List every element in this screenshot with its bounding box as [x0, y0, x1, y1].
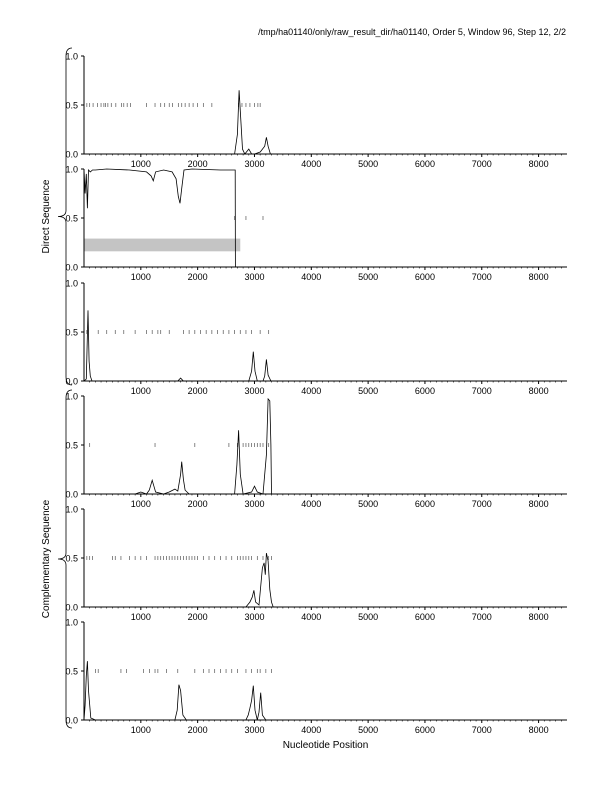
x-tick-label: 4000 — [301, 725, 321, 735]
y-tick-label: 1.0 — [65, 618, 78, 628]
x-axis-title: Nucleotide Position — [283, 740, 369, 751]
x-tick-label: 6000 — [415, 612, 435, 622]
x-tick-label: 4000 — [301, 499, 321, 509]
y-tick-label: 0.5 — [65, 101, 78, 111]
x-tick-label: 2000 — [188, 159, 208, 169]
x-tick-label: 4000 — [301, 272, 321, 282]
x-tick-label: 8000 — [529, 386, 549, 396]
series-line — [83, 661, 567, 721]
x-tick-label: 6000 — [415, 159, 435, 169]
x-tick-label: 3000 — [244, 159, 264, 169]
x-tick-label: 7000 — [472, 159, 492, 169]
x-tick-label: 5000 — [358, 272, 378, 282]
y-tick-label: 0.5 — [65, 214, 78, 224]
x-tick-label: 8000 — [529, 499, 549, 509]
y-tick-label: 0.0 — [65, 603, 78, 613]
x-tick-label: 7000 — [472, 499, 492, 509]
x-tick-label: 7000 — [472, 612, 492, 622]
direct-sequence-label: Direct Sequence — [41, 179, 52, 253]
x-tick-label: 1000 — [131, 386, 151, 396]
x-tick-label: 1000 — [131, 725, 151, 735]
y-tick-label: 1.0 — [65, 165, 78, 175]
panel-5: 0.0 0.5 1.0 1000 2000 3000 4000 5000 6000 7000 800… — [65, 505, 567, 622]
y-tick-label: 0.5 — [65, 441, 78, 451]
x-tick-label: 8000 — [529, 612, 549, 622]
y-tick-label: 0.0 — [65, 490, 78, 500]
x-tick-label: 1000 — [131, 272, 151, 282]
shaded-region — [84, 238, 241, 252]
x-tick-label: 5000 — [358, 159, 378, 169]
x-tick-label: 2000 — [188, 499, 208, 509]
x-tick-label: 8000 — [529, 725, 549, 735]
y-tick-label: 0.0 — [65, 377, 78, 387]
y-tick-label: 1.0 — [65, 279, 78, 289]
x-tick-label: 6000 — [415, 272, 435, 282]
y-tick-label: 0.5 — [65, 328, 78, 338]
series-line — [84, 90, 567, 155]
y-tick-label: 0.5 — [65, 667, 78, 677]
direct-sequence-brace — [57, 47, 73, 386]
x-tick-label: 4000 — [301, 612, 321, 622]
x-tick-label: 1000 — [131, 612, 151, 622]
x-tick-label: 3000 — [244, 612, 264, 622]
y-tick-label: 0.5 — [65, 554, 78, 564]
x-tick-label: 8000 — [529, 272, 549, 282]
y-tick-label: 1.0 — [65, 505, 78, 515]
x-tick-label: 1000 — [131, 159, 151, 169]
panel-6: 0.0 0.5 1.0 1000 2000 3000 4000 5000 6000 7000 800… — [65, 618, 567, 735]
series-line — [84, 397, 567, 495]
x-tick-label: 2000 — [188, 272, 208, 282]
x-tick-label: 4000 — [301, 386, 321, 396]
complementary-sequence-label: Complementary Sequence — [41, 499, 52, 618]
series-line — [83, 310, 567, 382]
x-tick-label: 3000 — [244, 386, 264, 396]
x-tick-label: 5000 — [358, 725, 378, 735]
x-tick-label: 4000 — [301, 159, 321, 169]
x-tick-label: 6000 — [415, 499, 435, 509]
x-tick-label: 3000 — [244, 499, 264, 509]
x-tick-label: 8000 — [529, 159, 549, 169]
x-tick-label: 2000 — [188, 725, 208, 735]
series-line — [83, 168, 567, 268]
y-tick-label: 1.0 — [65, 392, 78, 402]
panel-3: 0.0 0.5 1.0 1000 2000 3000 4000 5000 6000 7000 800… — [65, 279, 567, 396]
x-tick-label: 7000 — [472, 725, 492, 735]
y-tick-label: 0.0 — [65, 150, 78, 160]
x-tick-label: 3000 — [244, 725, 264, 735]
x-tick-label: 5000 — [358, 386, 378, 396]
x-tick-label: 2000 — [188, 386, 208, 396]
x-tick-label: 5000 — [358, 499, 378, 509]
x-tick-label: 7000 — [472, 272, 492, 282]
panel-4: 0.0 0.5 1.0 1000 2000 3000 4000 5000 6000 7000 800… — [65, 392, 567, 509]
series-line — [84, 553, 567, 608]
panel-2: 0.0 0.5 1.0 1000 2000 3000 4000 5000 6000 7000 800… — [65, 165, 567, 282]
x-tick-label: 1000 — [131, 499, 151, 509]
panel-1: 0.0 0.5 1.0 1000 2000 3000 4000 5000 6000 7000 800… — [65, 52, 567, 169]
y-tick-label: 0.0 — [65, 716, 78, 726]
y-tick-label: 1.0 — [65, 52, 78, 62]
x-tick-label: 3000 — [244, 272, 264, 282]
complementary-sequence-brace — [57, 389, 73, 729]
x-tick-label: 7000 — [472, 386, 492, 396]
page-header-path: /tmp/ha01140/only/raw_result_dir/ha01140… — [258, 27, 566, 37]
x-tick-label: 2000 — [188, 612, 208, 622]
y-tick-label: 0.0 — [65, 263, 78, 273]
x-tick-label: 6000 — [415, 386, 435, 396]
x-tick-label: 6000 — [415, 725, 435, 735]
x-tick-label: 5000 — [358, 612, 378, 622]
